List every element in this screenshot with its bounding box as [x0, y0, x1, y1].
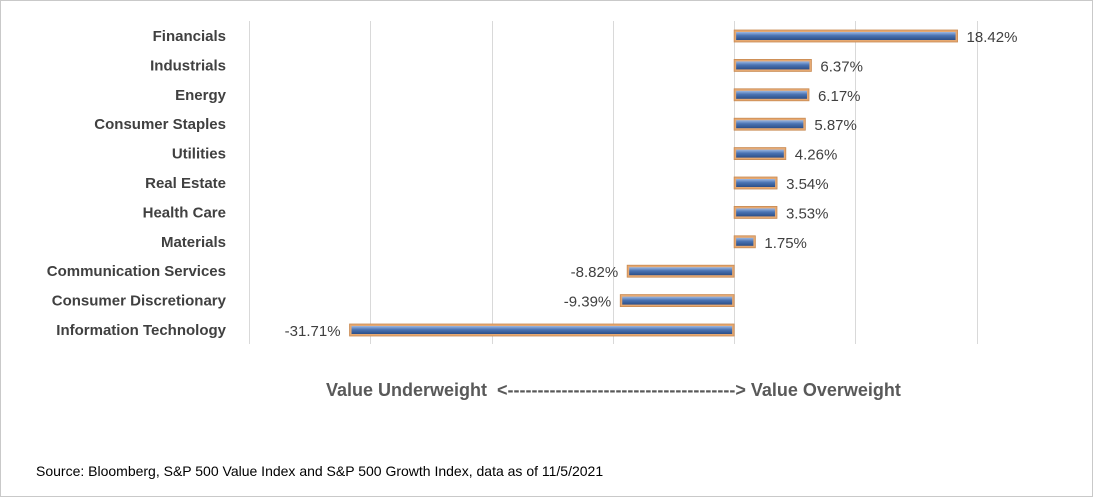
axis-caption: Value Underweight <---------------------… [326, 380, 901, 400]
category-label: Utilities [172, 146, 226, 163]
data-label: 1.75% [764, 235, 807, 252]
data-label: 6.37% [820, 58, 863, 75]
bar [736, 208, 775, 217]
category-label: Industrials [150, 57, 226, 74]
bar [629, 267, 733, 276]
bar [622, 296, 733, 305]
category-label: Energy [175, 87, 227, 104]
bars [349, 29, 958, 337]
category-label: Information Technology [56, 322, 226, 339]
category-label: Consumer Staples [94, 116, 226, 133]
bar [351, 326, 733, 334]
gridlines [249, 21, 978, 344]
bar [736, 120, 804, 129]
category-label: Communication Services [47, 263, 226, 280]
data-label: 4.26% [795, 147, 838, 164]
data-label: -9.39% [564, 294, 612, 311]
category-label: Consumer Discretionary [52, 293, 227, 310]
bar [736, 32, 956, 40]
category-label: Real Estate [145, 175, 226, 192]
category-label: Health Care [143, 204, 226, 221]
data-label: 5.87% [814, 117, 857, 134]
category-label: Financials [153, 28, 226, 45]
source-note: Source: Bloomberg, S&P 500 Value Index a… [36, 463, 604, 479]
data-label: -31.71% [285, 323, 341, 340]
labels: Financials 18.42% Industrials 6.37% Energy 6.… [47, 28, 1018, 340]
data-label: -8.82% [571, 264, 619, 281]
data-label: 3.53% [786, 205, 829, 222]
data-label: 3.54% [786, 176, 829, 193]
bar [736, 179, 776, 187]
bar [736, 90, 807, 99]
data-label: 6.17% [818, 88, 861, 105]
bar [736, 237, 754, 246]
bar [736, 61, 810, 70]
data-label: 18.42% [967, 29, 1018, 46]
bar [736, 149, 784, 158]
category-label: Materials [161, 234, 226, 251]
